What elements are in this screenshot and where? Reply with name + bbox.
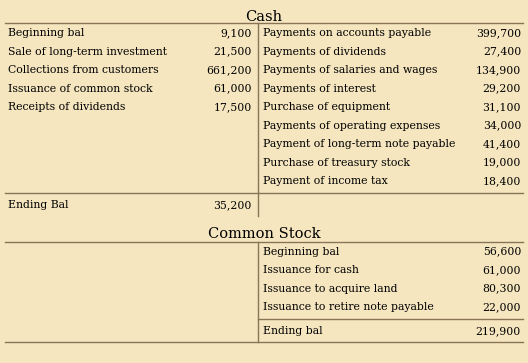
Text: 31,100: 31,100 (483, 102, 521, 112)
Text: Payments of interest: Payments of interest (263, 84, 376, 94)
Text: Issuance to acquire land: Issuance to acquire land (263, 284, 398, 294)
Text: Purchase of equipment: Purchase of equipment (263, 102, 390, 112)
Text: 34,000: 34,000 (483, 121, 521, 131)
Text: 17,500: 17,500 (214, 102, 252, 112)
Text: 35,200: 35,200 (214, 200, 252, 211)
Text: Cash: Cash (246, 10, 282, 24)
Text: 19,000: 19,000 (483, 158, 521, 168)
Text: Payments of dividends: Payments of dividends (263, 47, 386, 57)
Text: Ending bal: Ending bal (263, 326, 323, 337)
Text: Issuance for cash: Issuance for cash (263, 265, 359, 275)
Text: 61,000: 61,000 (483, 265, 521, 275)
Text: Sale of long-term investment: Sale of long-term investment (8, 47, 167, 57)
Text: 134,900: 134,900 (476, 65, 521, 75)
Text: Payments on accounts payable: Payments on accounts payable (263, 28, 431, 38)
Text: Collections from customers: Collections from customers (8, 65, 158, 75)
Text: 9,100: 9,100 (221, 28, 252, 38)
Text: Payment of long-term note payable: Payment of long-term note payable (263, 139, 455, 149)
Text: Beginning bal: Beginning bal (263, 247, 340, 257)
Text: 56,600: 56,600 (483, 247, 521, 257)
Text: Payments of operating expenses: Payments of operating expenses (263, 121, 440, 131)
Text: Beginning bal: Beginning bal (8, 28, 84, 38)
Text: Purchase of treasury stock: Purchase of treasury stock (263, 158, 410, 168)
Text: 80,300: 80,300 (483, 284, 521, 294)
Text: 219,900: 219,900 (476, 326, 521, 337)
Text: 21,500: 21,500 (214, 47, 252, 57)
Text: Payments of salaries and wages: Payments of salaries and wages (263, 65, 437, 75)
Text: Receipts of dividends: Receipts of dividends (8, 102, 125, 112)
Text: Issuance to retire note payable: Issuance to retire note payable (263, 302, 433, 312)
Text: 661,200: 661,200 (206, 65, 252, 75)
Text: Issuance of common stock: Issuance of common stock (8, 84, 153, 94)
Text: 27,400: 27,400 (483, 47, 521, 57)
Text: 22,000: 22,000 (483, 302, 521, 312)
Text: 61,000: 61,000 (213, 84, 252, 94)
Text: Payment of income tax: Payment of income tax (263, 176, 388, 186)
Text: Ending Bal: Ending Bal (8, 200, 69, 211)
Text: 29,200: 29,200 (483, 84, 521, 94)
Text: 18,400: 18,400 (483, 176, 521, 186)
Text: 41,400: 41,400 (483, 139, 521, 149)
Text: Common Stock: Common Stock (208, 228, 320, 241)
Text: 399,700: 399,700 (476, 28, 521, 38)
